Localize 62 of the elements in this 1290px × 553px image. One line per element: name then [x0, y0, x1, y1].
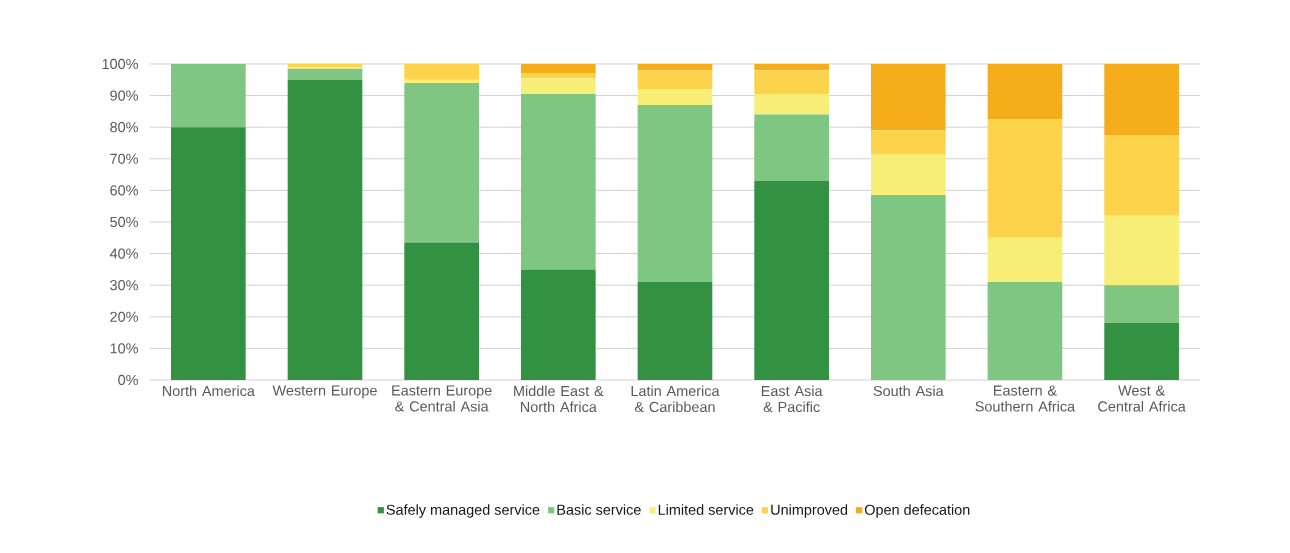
x-tick-label: Eastern & Southern Africa: [975, 385, 1076, 412]
x-tick-label: South Asia: [873, 385, 944, 397]
bar: [1104, 323, 1179, 380]
bar: [987, 63, 1063, 120]
bar: [520, 63, 596, 74]
bar: [870, 154, 946, 196]
bar: [404, 63, 479, 80]
y-tick-label: 100%: [102, 58, 138, 70]
bar: [870, 63, 946, 131]
bar: [1104, 63, 1179, 136]
bar: [754, 70, 829, 94]
bar: [404, 79, 479, 83]
y-tick-label: 30%: [110, 280, 138, 291]
bar: [754, 180, 829, 380]
x-tick-label: Eastern Europe & Central Asia: [392, 385, 492, 412]
bar: [1104, 285, 1179, 324]
x-tick-label: Latin America & Caribbean: [631, 385, 720, 413]
y-tick-label: 70%: [110, 153, 138, 164]
bar: [520, 78, 596, 94]
bar: [870, 195, 946, 380]
legend-label: Limited service: [658, 504, 754, 515]
bar: [404, 82, 479, 243]
y-tick-label: 80%: [110, 122, 138, 133]
x-tick-label: West & Central Africa: [1098, 385, 1186, 412]
bar: [520, 94, 596, 270]
x-tick-label: East Asia & Pacific: [761, 385, 823, 413]
bar: [754, 94, 829, 115]
bar: [754, 114, 829, 181]
y-tick-label: 50%: [110, 216, 138, 228]
bar: [520, 269, 596, 380]
bar: [520, 73, 596, 79]
bar: [637, 63, 713, 71]
bar: [637, 70, 713, 90]
bar: [987, 119, 1063, 238]
bar: [637, 89, 713, 106]
x-tick-label: Western Europe: [272, 385, 377, 399]
bar: [287, 63, 363, 68]
x-tick-label: Middle East & North Africa: [514, 385, 604, 413]
bar: [637, 282, 713, 380]
y-tick-label: 60%: [110, 185, 138, 196]
legend-label: Basic service: [557, 504, 641, 515]
bar: [870, 130, 946, 155]
x-tick-label: North America: [162, 385, 255, 397]
legend-label: Safely managed service: [386, 504, 540, 518]
y-tick-label: 90%: [110, 90, 138, 101]
bar: [1104, 215, 1179, 286]
y-tick-label: 20%: [110, 311, 138, 322]
bar: [1104, 135, 1179, 216]
y-tick-label: 10%: [110, 343, 138, 354]
y-tick-label: 0%: [118, 374, 138, 386]
bar: [171, 127, 246, 380]
bar: [637, 105, 713, 283]
legend-label: Unimproved: [771, 504, 848, 518]
bar: [171, 63, 246, 128]
bar: [287, 79, 363, 380]
bar: [287, 68, 363, 80]
bar: [987, 282, 1063, 380]
bar: [404, 242, 479, 380]
bar: [987, 237, 1063, 283]
bar: [754, 63, 829, 71]
y-tick-label: 40%: [109, 248, 138, 259]
legend-label: Open defecation: [864, 504, 970, 518]
